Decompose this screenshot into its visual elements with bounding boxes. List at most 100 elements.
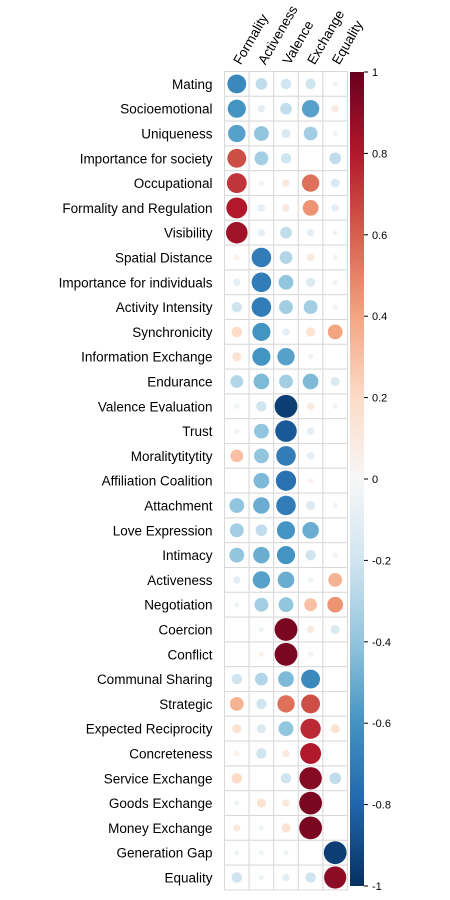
- colorbar: 10.80.60.40.20-0.2-0.4-0.6-0.8-1: [350, 67, 391, 893]
- grid-cell: [225, 617, 250, 642]
- corr-circle-20-1: [229, 548, 244, 563]
- corr-circle-5-1: [227, 173, 247, 193]
- corr-circle-14-3: [275, 395, 298, 418]
- corr-circle-7-4: [307, 229, 314, 236]
- corr-circle-25-2: [255, 673, 268, 686]
- colorbar-tick-label: -0.6: [372, 718, 391, 730]
- row-label: Formality and Regulation: [62, 201, 212, 216]
- corr-circle-25-3: [278, 671, 294, 687]
- row-label: Spatial Distance: [115, 251, 213, 266]
- grid-cell: [323, 419, 348, 444]
- corr-circle-10-4: [304, 300, 318, 314]
- row-label: Trust: [182, 424, 212, 439]
- corr-circle-4-3: [281, 153, 291, 163]
- row-label: Goods Exchange: [109, 796, 213, 811]
- corr-circle-12-3: [277, 348, 294, 365]
- row-label: Mating: [172, 77, 213, 92]
- corr-circle-8-3: [280, 251, 293, 264]
- corr-circle-12-1: [232, 352, 241, 361]
- corr-circle-6-4: [303, 200, 319, 216]
- grid-cell: [323, 816, 348, 841]
- row-label: Synchronicity: [132, 325, 213, 340]
- corr-circle-27-4: [300, 719, 320, 739]
- corr-circle-1-2: [256, 78, 268, 90]
- row-label: Occupational: [134, 176, 213, 191]
- corr-circle-9-2: [252, 273, 272, 293]
- corr-circle-31-2: [259, 825, 264, 830]
- row-label: Importance for individuals: [59, 275, 213, 290]
- corr-circle-10-3: [279, 300, 293, 314]
- corr-circle-1-4: [305, 79, 315, 89]
- corr-circle-27-2: [257, 724, 266, 733]
- corr-circle-2-4: [302, 100, 319, 117]
- corr-circle-18-1: [229, 498, 244, 513]
- corr-circle-32-1: [234, 850, 239, 855]
- colorbar-tick-label: -0.8: [372, 800, 391, 812]
- corr-circle-16-3: [276, 446, 296, 466]
- corr-circle-3-3: [281, 129, 290, 138]
- corr-circle-5-4: [302, 174, 319, 191]
- corr-circle-14-1: [234, 404, 239, 409]
- grid-cell: [249, 766, 274, 791]
- corr-circle-8-5: [333, 255, 338, 260]
- corr-circle-16-1: [230, 449, 243, 462]
- corr-circle-3-2: [254, 126, 269, 141]
- grid-cell: [323, 468, 348, 493]
- corr-circle-22-2: [254, 598, 268, 612]
- corr-circle-30-4: [299, 792, 322, 815]
- corr-circle-4-2: [254, 151, 268, 165]
- corr-circle-9-1: [233, 279, 240, 286]
- corr-circle-10-2: [252, 297, 272, 317]
- corr-circle-26-3: [277, 695, 294, 712]
- grid-cell: [225, 642, 250, 667]
- corr-circle-10-5: [333, 304, 338, 309]
- corr-circle-21-3: [278, 572, 295, 589]
- corr-circle-33-1: [232, 872, 242, 882]
- row-label: Negotiation: [144, 598, 212, 613]
- row-label: Moralitytitytity: [131, 449, 213, 464]
- corr-circle-7-5: [333, 230, 338, 235]
- corr-circle-7-3: [280, 227, 292, 239]
- corr-circle-23-4: [307, 626, 314, 633]
- corr-circle-11-4: [306, 327, 315, 336]
- corr-circle-18-2: [253, 497, 270, 514]
- row-label: Communal Sharing: [97, 672, 213, 687]
- corr-circle-2-1: [228, 100, 246, 118]
- corr-circle-29-1: [232, 773, 242, 783]
- corr-circle-25-1: [232, 674, 242, 684]
- corr-circle-5-3: [282, 179, 289, 186]
- corr-circle-19-2: [256, 524, 268, 536]
- corr-circle-29-4: [299, 767, 321, 789]
- corr-circle-13-1: [230, 375, 243, 388]
- corr-circle-33-5: [324, 866, 346, 888]
- colorbar-tick-label: 0.2: [372, 393, 387, 405]
- corr-circle-21-4: [308, 577, 313, 582]
- corr-circle-24-4: [308, 652, 313, 657]
- corr-circle-27-5: [331, 724, 340, 733]
- corr-circle-32-5: [324, 841, 347, 864]
- corr-circle-4-5: [329, 152, 341, 164]
- corr-circle-28-4: [300, 743, 321, 764]
- corr-circle-21-1: [233, 576, 240, 583]
- corr-circle-5-2: [259, 180, 264, 185]
- grid-cell: [225, 468, 250, 493]
- corr-circle-31-3: [281, 823, 290, 832]
- corr-circle-1-5: [333, 81, 338, 86]
- grid-cell: [323, 692, 348, 717]
- corr-circle-16-4: [307, 452, 314, 459]
- row-label: Information Exchange: [81, 350, 212, 365]
- colorbar-tick-label: 0: [372, 474, 378, 486]
- row-label: Activity Intensity: [116, 300, 213, 315]
- row-label: Coercion: [158, 623, 212, 638]
- grid-cell: [298, 840, 323, 865]
- corr-circle-18-5: [333, 503, 338, 508]
- corr-circle-9-4: [306, 278, 315, 287]
- corr-circle-1-3: [281, 79, 291, 89]
- corr-circle-2-2: [258, 105, 265, 112]
- corr-circle-32-3: [283, 850, 288, 855]
- corr-circle-18-3: [276, 496, 296, 516]
- corr-circle-9-5: [333, 280, 338, 285]
- grid-cell: [323, 518, 348, 543]
- corr-circle-23-5: [331, 625, 340, 634]
